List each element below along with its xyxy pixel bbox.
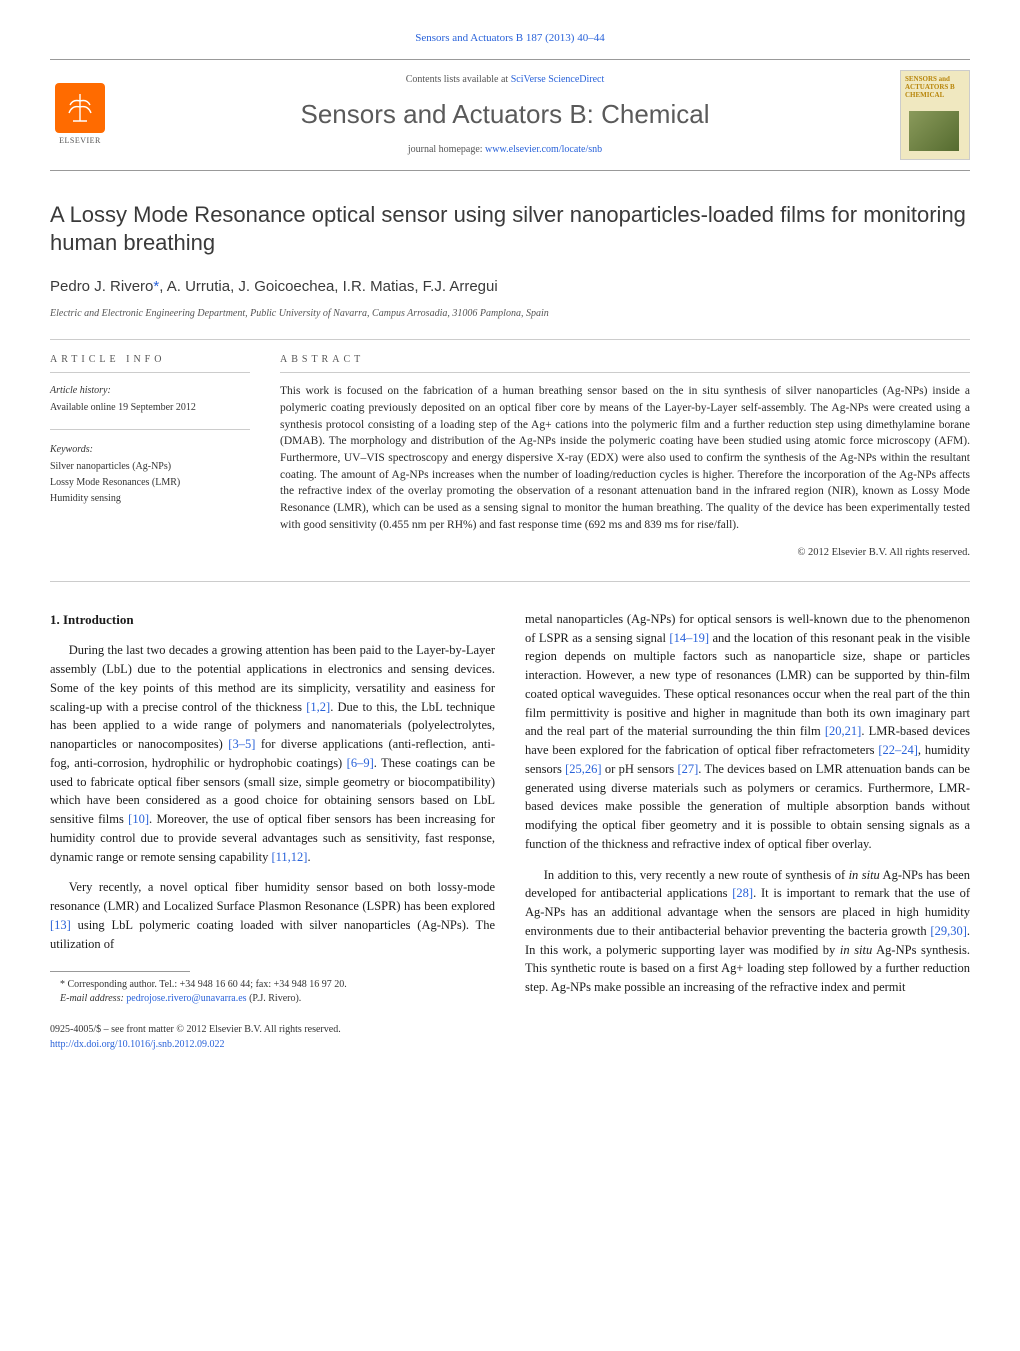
journal-homepage-line: journal homepage: www.elsevier.com/locat… bbox=[110, 142, 900, 157]
keyword-item: Silver nanoparticles (Ag-NPs) bbox=[50, 459, 250, 474]
keyword-item: Humidity sensing bbox=[50, 491, 250, 506]
abstract-column: ABSTRACT This work is focused on the fab… bbox=[280, 352, 970, 561]
keyword-item: Lossy Mode Resonances (LMR) bbox=[50, 475, 250, 490]
elsevier-label: ELSEVIER bbox=[59, 135, 101, 147]
issn-copyright-line: 0925-4005/$ – see front matter © 2012 El… bbox=[50, 1022, 495, 1052]
cover-image-icon bbox=[909, 111, 959, 151]
authors-rest: , A. Urrutia, J. Goicoechea, I.R. Matias… bbox=[159, 278, 497, 295]
info-abstract-row: ARTICLE INFO Article history: Available … bbox=[50, 352, 970, 561]
history-title: Article history: bbox=[50, 383, 250, 398]
email-link[interactable]: pedrojose.rivero@unavarra.es bbox=[126, 993, 246, 1004]
homepage-link[interactable]: www.elsevier.com/locate/snb bbox=[485, 144, 602, 155]
body-paragraph: metal nanoparticles (Ag-NPs) for optical… bbox=[525, 610, 970, 854]
article-info-column: ARTICLE INFO Article history: Available … bbox=[50, 352, 250, 561]
email-who: (P.J. Rivero). bbox=[249, 993, 301, 1004]
body-column-left: 1. Introduction During the last two deca… bbox=[50, 610, 495, 1053]
authors-line: Pedro J. Rivero*, A. Urrutia, J. Goicoec… bbox=[50, 276, 970, 299]
footnote-email-line: E-mail address: pedrojose.rivero@unavarr… bbox=[50, 992, 495, 1006]
info-divider bbox=[50, 429, 250, 430]
elsevier-logo: ELSEVIER bbox=[50, 80, 110, 150]
body-paragraph: Very recently, a novel optical fiber hum… bbox=[50, 878, 495, 953]
email-label: E-mail address: bbox=[60, 993, 124, 1004]
article-history-block: Article history: Available online 19 Sep… bbox=[50, 383, 250, 415]
body-paragraph: In addition to this, very recently a new… bbox=[525, 866, 970, 997]
keywords-title: Keywords: bbox=[50, 442, 250, 457]
journal-title: Sensors and Actuators B: Chemical bbox=[110, 95, 900, 134]
abstract-label: ABSTRACT bbox=[280, 352, 970, 373]
body-column-right: metal nanoparticles (Ag-NPs) for optical… bbox=[525, 610, 970, 1053]
contents-list-line: Contents lists available at SciVerse Sci… bbox=[110, 72, 900, 87]
affiliation: Electric and Electronic Engineering Depa… bbox=[50, 306, 970, 321]
history-line: Available online 19 September 2012 bbox=[50, 400, 250, 415]
sciencedirect-link[interactable]: SciVerse ScienceDirect bbox=[511, 74, 605, 85]
cover-title: SENSORS and ACTUATORS B CHEMICAL bbox=[901, 71, 969, 104]
issn-text: 0925-4005/$ – see front matter © 2012 El… bbox=[50, 1022, 495, 1037]
citation-header: Sensors and Actuators B 187 (2013) 40–44 bbox=[50, 30, 970, 47]
footnote-tel-fax: * Corresponding author. Tel.: +34 948 16… bbox=[50, 978, 495, 992]
section-1-heading: 1. Introduction bbox=[50, 610, 495, 630]
footnote-separator bbox=[50, 971, 190, 972]
homepage-label: journal homepage: bbox=[408, 144, 483, 155]
abstract-text: This work is focused on the fabrication … bbox=[280, 383, 970, 533]
article-title: A Lossy Mode Resonance optical sensor us… bbox=[50, 201, 970, 258]
elsevier-tree-icon bbox=[55, 83, 105, 133]
doi-link[interactable]: http://dx.doi.org/10.1016/j.snb.2012.09.… bbox=[50, 1039, 225, 1050]
journal-banner: ELSEVIER Contents lists available at Sci… bbox=[50, 59, 970, 171]
section-divider bbox=[50, 339, 970, 340]
body-paragraph: During the last two decades a growing at… bbox=[50, 641, 495, 866]
banner-center: Contents lists available at SciVerse Sci… bbox=[110, 72, 900, 157]
author-primary: Pedro J. Rivero bbox=[50, 278, 153, 295]
corresponding-author-footnote: * Corresponding author. Tel.: +34 948 16… bbox=[50, 978, 495, 1006]
body-two-columns: 1. Introduction During the last two deca… bbox=[50, 610, 970, 1053]
abstract-copyright: © 2012 Elsevier B.V. All rights reserved… bbox=[280, 545, 970, 561]
journal-cover-thumbnail: SENSORS and ACTUATORS B CHEMICAL bbox=[900, 70, 970, 160]
keywords-block: Keywords: Silver nanoparticles (Ag-NPs) … bbox=[50, 442, 250, 506]
abstract-end-divider bbox=[50, 581, 970, 582]
article-info-label: ARTICLE INFO bbox=[50, 352, 250, 373]
contents-label: Contents lists available at bbox=[406, 74, 508, 85]
